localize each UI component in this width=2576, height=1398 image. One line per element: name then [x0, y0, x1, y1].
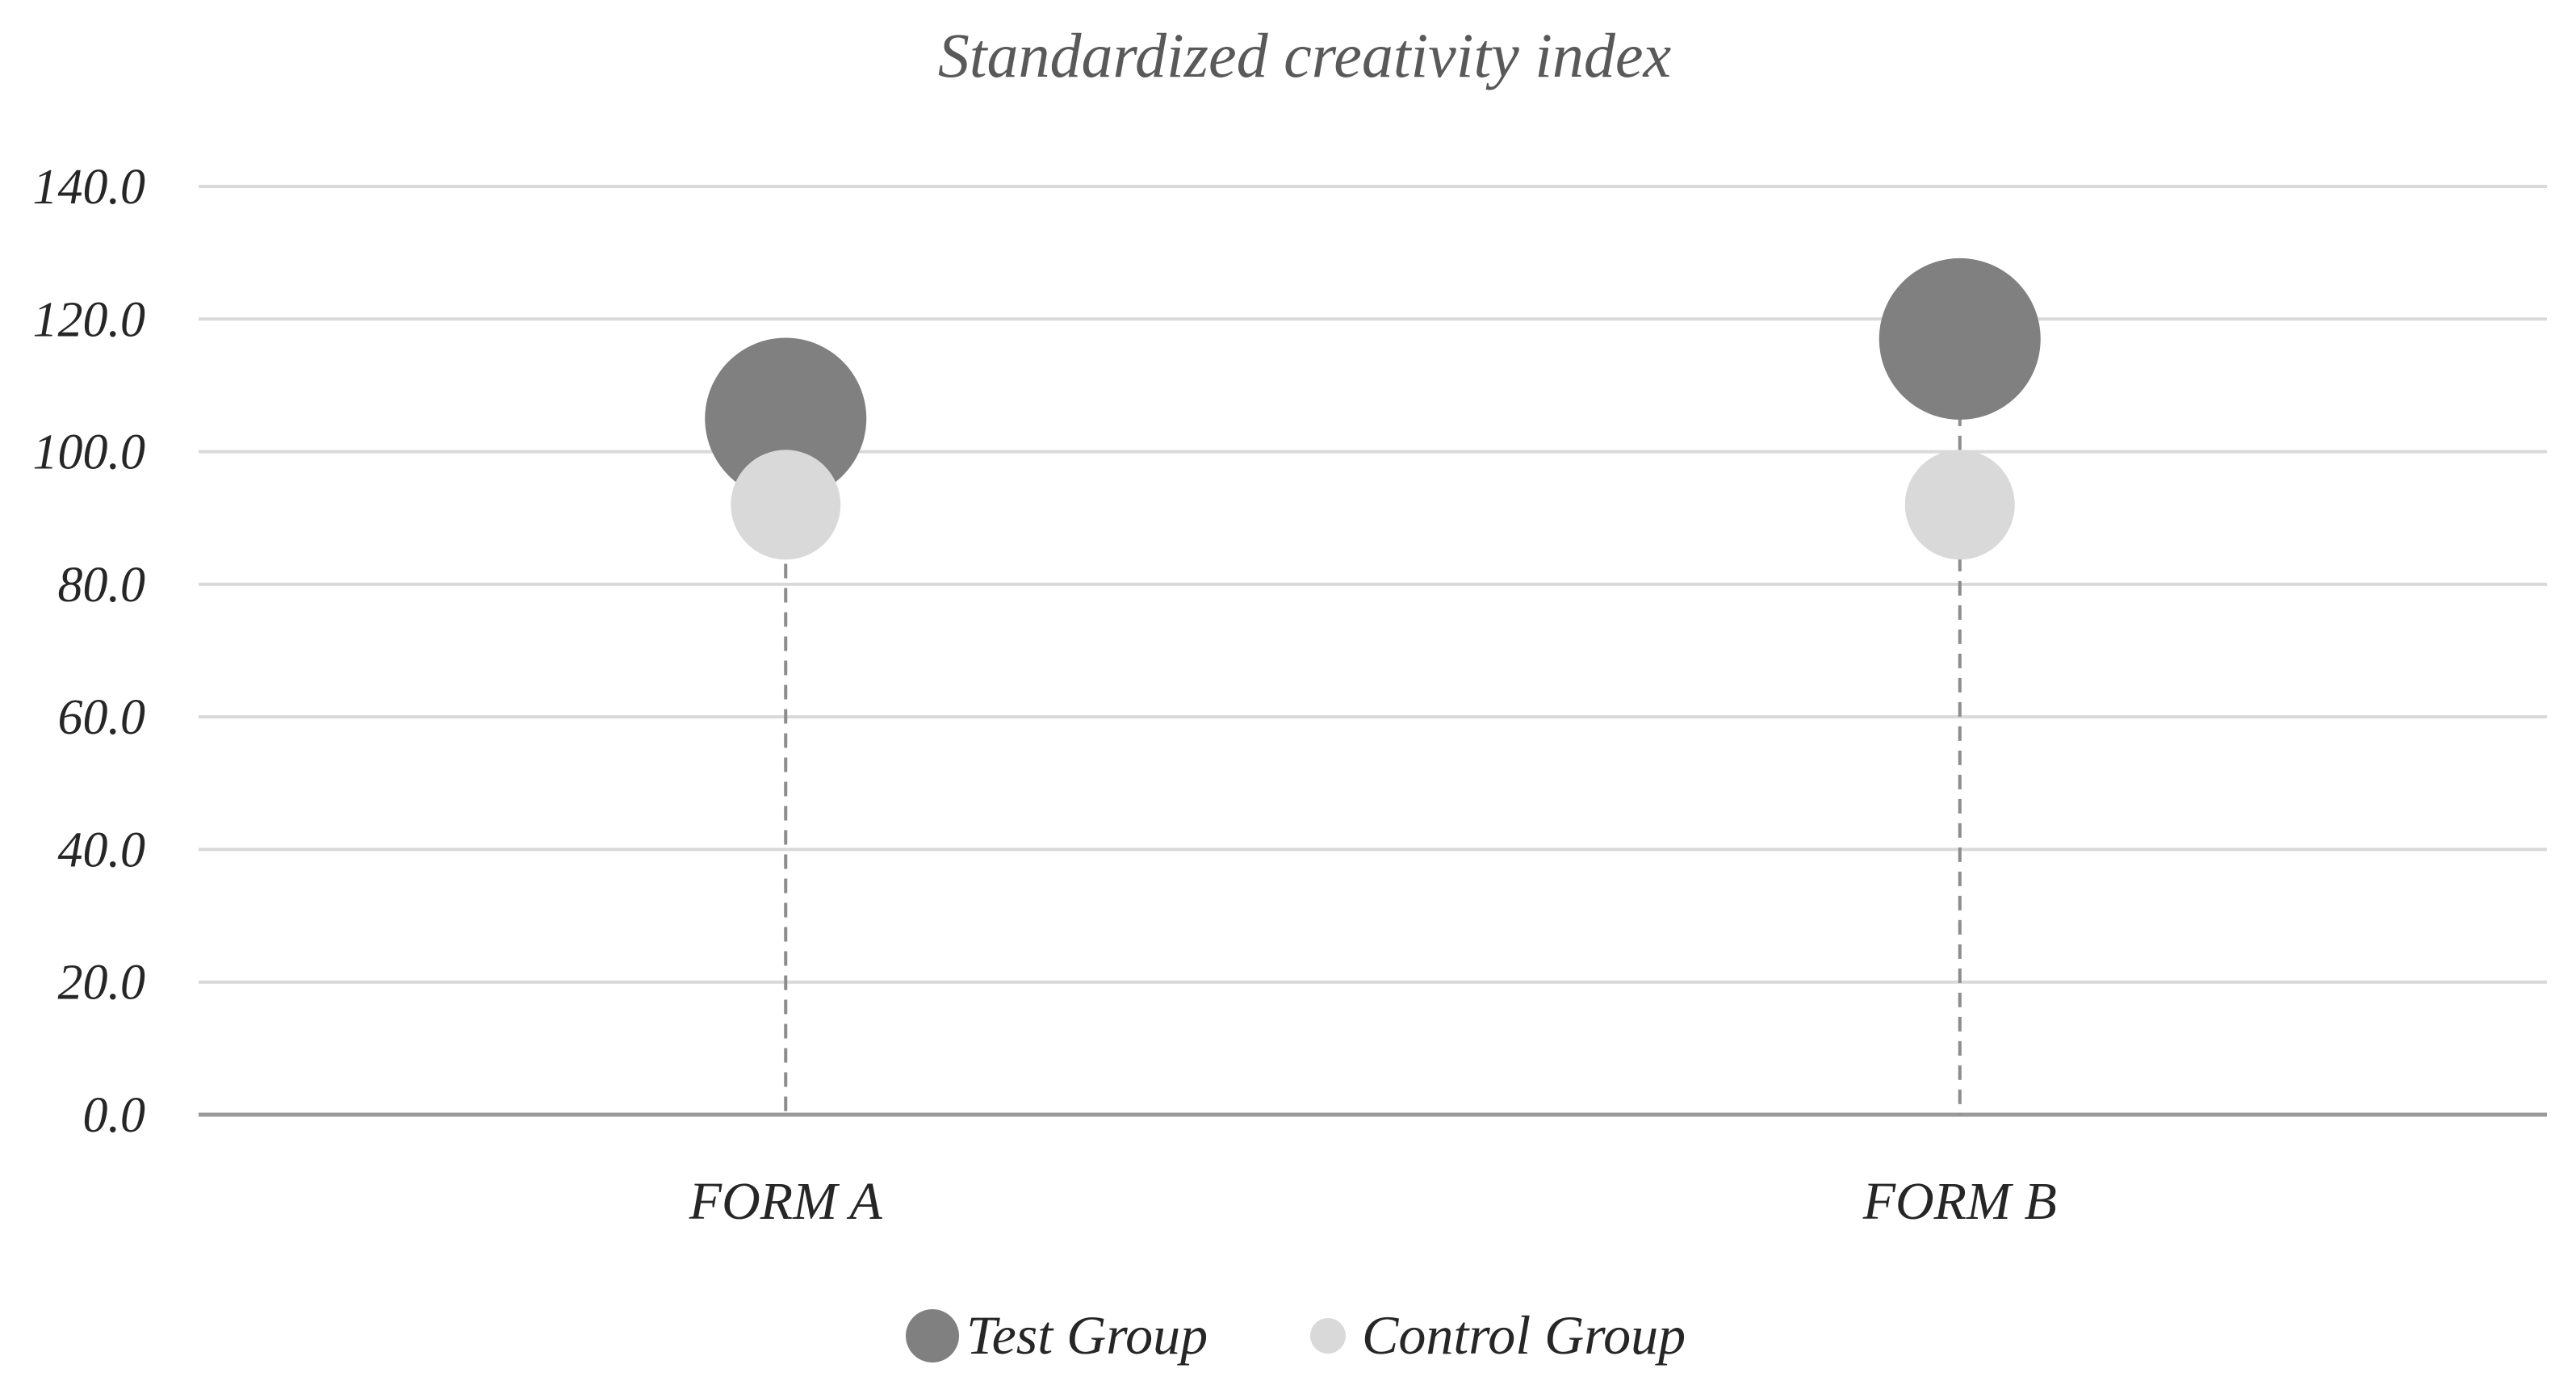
- y-tick-label: 140.0: [33, 160, 146, 215]
- data-point-control-group: [731, 450, 841, 560]
- y-tick-label: 80.0: [58, 558, 146, 613]
- data-point-test-group: [705, 337, 867, 500]
- legend: Test Group Control Group: [906, 1304, 1686, 1366]
- chart-title: Standardized creativity index: [938, 20, 1672, 90]
- legend-marker: [906, 1309, 959, 1362]
- x-tick-label: FORM B: [1862, 1172, 2057, 1231]
- data-points: [705, 257, 2041, 560]
- y-tick-label: 100.0: [33, 425, 146, 480]
- y-tick-label: 0.0: [83, 1088, 146, 1143]
- legend-marker: [1310, 1318, 1346, 1354]
- legend-label: Test Group: [966, 1304, 1208, 1366]
- x-tick-label: FORM A: [689, 1172, 883, 1231]
- legend-label: Control Group: [1362, 1304, 1686, 1366]
- y-tick-label: 120.0: [33, 292, 146, 347]
- x-axis-ticks: FORM A FORM B: [689, 1172, 2057, 1231]
- y-tick-label: 40.0: [58, 822, 146, 877]
- data-point-test-group: [1879, 257, 2041, 420]
- y-axis-ticks: 0.0 20.0 40.0 60.0 80.0 100.0 120.0 140.0: [33, 160, 146, 1143]
- data-point-control-group: [1904, 450, 2015, 560]
- drop-lines: [784, 338, 1962, 1115]
- y-tick-label: 60.0: [58, 690, 146, 745]
- gridlines: [199, 185, 2547, 1117]
- y-tick-label: 20.0: [58, 956, 146, 1011]
